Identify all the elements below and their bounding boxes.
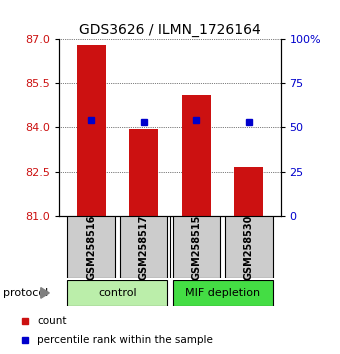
Bar [173, 216, 220, 278]
Bar [129, 129, 158, 216]
Text: GSM258516: GSM258516 [86, 214, 96, 280]
Title: GDS3626 / ILMN_1726164: GDS3626 / ILMN_1726164 [79, 23, 261, 36]
Text: MIF depletion: MIF depletion [185, 288, 260, 298]
Text: protocol: protocol [3, 288, 49, 298]
Text: GSM258530: GSM258530 [244, 214, 254, 280]
Bar [120, 216, 167, 278]
Text: percentile rank within the sample: percentile rank within the sample [37, 335, 213, 345]
Bar [173, 280, 273, 306]
Text: GSM258517: GSM258517 [139, 214, 149, 280]
Text: GSM258515: GSM258515 [191, 214, 201, 280]
Bar [76, 45, 105, 216]
Bar [182, 95, 211, 216]
Bar [225, 216, 273, 278]
Text: control: control [98, 288, 137, 298]
Bar [67, 216, 115, 278]
Bar [67, 280, 167, 306]
Bar [235, 167, 264, 216]
Text: count: count [37, 316, 67, 326]
